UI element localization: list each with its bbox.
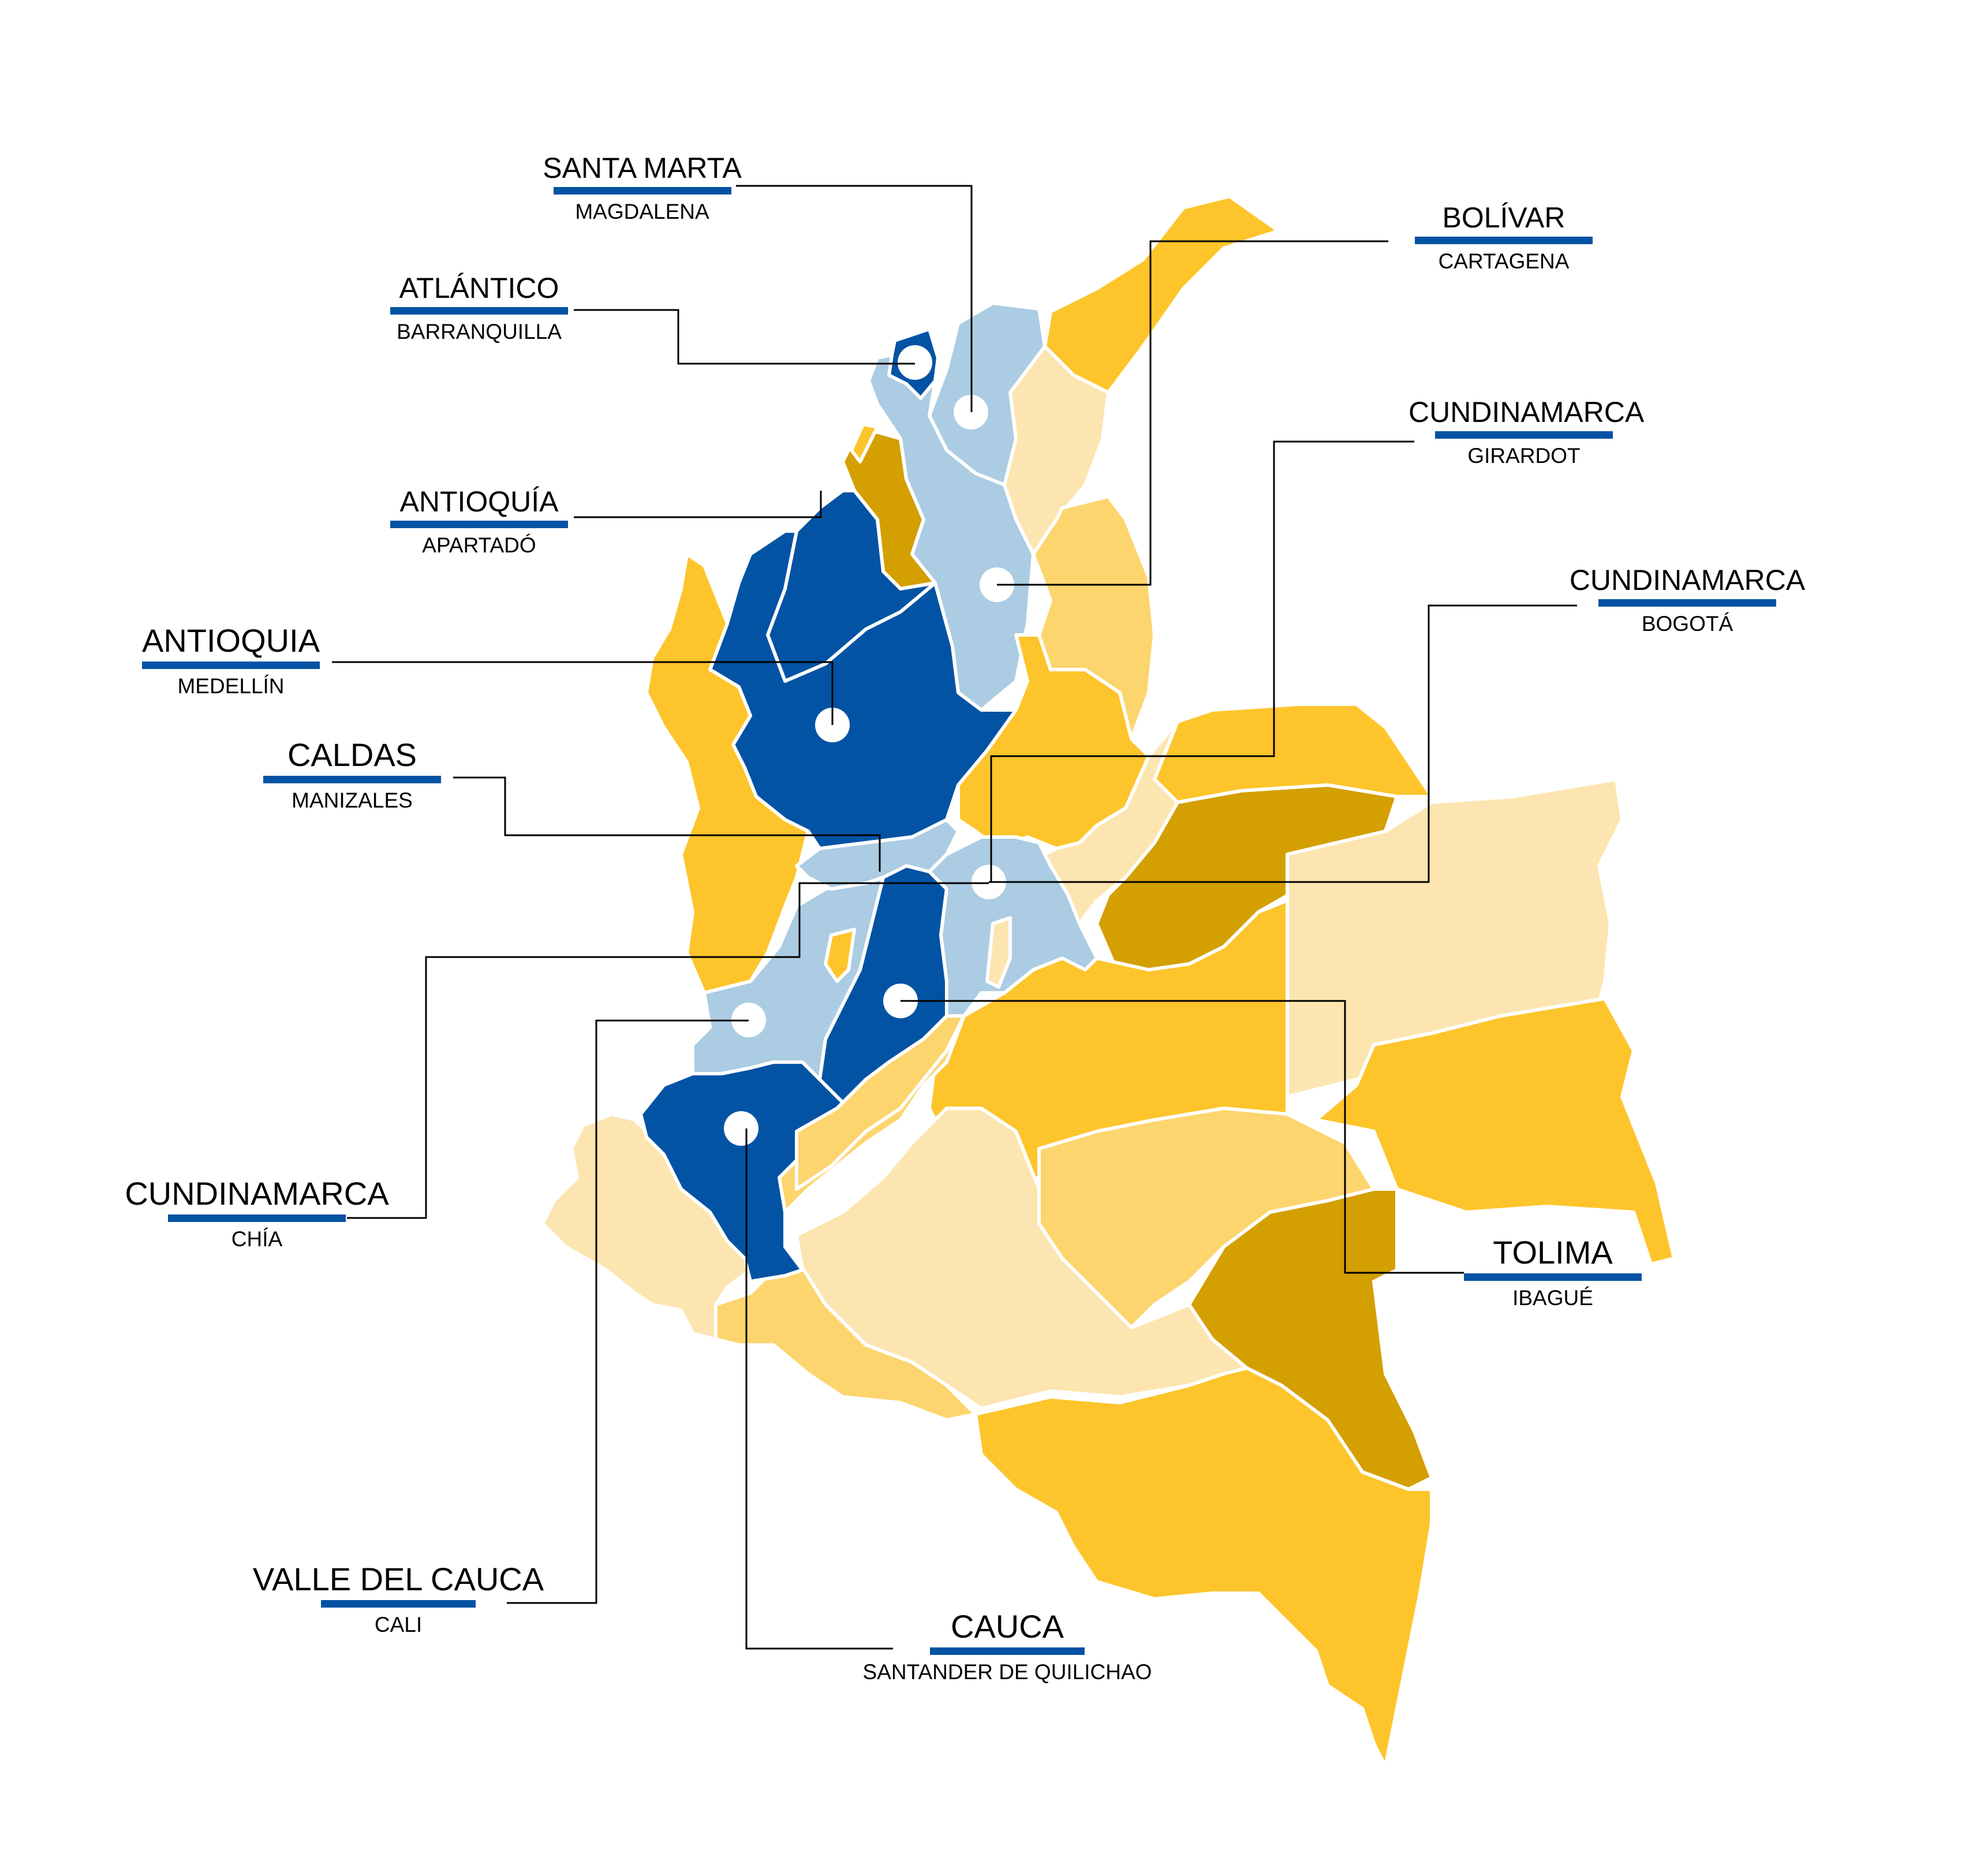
- city-name: GIRARDOT: [1467, 444, 1581, 468]
- label-underline: [1415, 237, 1593, 244]
- city-name: IBAGUÉ: [1512, 1286, 1593, 1310]
- city-name: CHÍA: [231, 1227, 283, 1251]
- region-choco: [645, 552, 810, 995]
- region-norte-santander: [1032, 495, 1156, 741]
- leader-cartagena: [997, 240, 1388, 586]
- marker-barranquilla[interactable]: [898, 345, 932, 380]
- label-underline: [390, 521, 568, 528]
- label-santa-marta: SANTA MARTA MAGDALENA: [543, 151, 742, 225]
- department-name: SANTA MARTA: [543, 152, 742, 184]
- leader-cali: [507, 1019, 749, 1604]
- region-amazonas: [974, 1366, 1433, 1768]
- department-name: CUNDINAMARCA: [1569, 564, 1806, 596]
- department-name: CUNDINAMARCA: [1408, 396, 1645, 428]
- label-underline: [1435, 431, 1613, 439]
- city-name: CARTAGENA: [1438, 249, 1570, 273]
- leader-atlantico: [574, 309, 915, 365]
- label-underline: [142, 662, 320, 669]
- region-cauca-east: [795, 1014, 966, 1191]
- label-underline: [930, 1647, 1085, 1655]
- leader-manizales: [453, 776, 881, 872]
- department-name: TOLIMA: [1493, 1234, 1613, 1270]
- label-underline: [1464, 1273, 1642, 1281]
- region-sucre-north: [850, 423, 879, 464]
- label-cundinamarca-girardot: CUNDINAMARCA GIRARDOT: [1408, 395, 1645, 469]
- department-name: CALDAS: [287, 737, 417, 773]
- label-cundinamarca-bogota: CUNDINAMARCA BOGOTÁ: [1569, 563, 1806, 637]
- department-name: BOLÍVAR: [1442, 201, 1566, 234]
- department-name: ATLÁNTICO: [399, 272, 559, 304]
- region-guainia: [1314, 997, 1676, 1266]
- label-underline: [263, 776, 441, 783]
- label-bolivar: BOLÍVAR CARTAGENA: [1408, 201, 1599, 274]
- leader-apartado: [574, 491, 822, 518]
- label-atlantico: ATLÁNTICO BARRANQUILLA: [384, 271, 574, 345]
- leader-quilichao: [745, 1128, 893, 1650]
- region-caldas: [795, 818, 960, 891]
- label-underline: [168, 1214, 346, 1222]
- label-underline: [553, 187, 731, 195]
- label-cundinamarca-chia: CUNDINAMARCA CHÍA: [124, 1175, 390, 1252]
- leader-lines: [332, 185, 1577, 1650]
- leader-santa-marta: [736, 185, 973, 412]
- department-name: ANTIOQUÍA: [399, 485, 559, 518]
- city-name: MAGDALENA: [575, 200, 709, 223]
- city-name: BARRANQUILLA: [397, 320, 562, 343]
- city-name: SANTANDER DE QUILICHAO: [862, 1660, 1152, 1684]
- label-underline: [390, 307, 568, 315]
- department-name: CAUCA: [950, 1608, 1064, 1645]
- leader-medellin: [332, 661, 834, 725]
- label-cauca: CAUCA SANTANDER DE QUILICHAO: [831, 1608, 1183, 1685]
- label-underline: [321, 1600, 476, 1608]
- leader-bogota: [989, 604, 1577, 883]
- city-name: BOGOTÁ: [1641, 612, 1733, 636]
- label-antioquia-medellin: ANTIOQUIA MEDELLÍN: [136, 622, 326, 699]
- leader-chia: [347, 882, 989, 1219]
- label-tolima: TOLIMA IBAGUÉ: [1455, 1234, 1651, 1311]
- leader-ibague: [901, 1000, 1464, 1274]
- department-name: ANTIOQUIA: [141, 622, 320, 659]
- city-name: MANIZALES: [292, 788, 413, 812]
- label-caldas: CALDAS MANIZALES: [257, 737, 447, 813]
- marker-santander-quilichao[interactable]: [724, 1111, 759, 1146]
- city-name: CALI: [374, 1613, 423, 1636]
- leader-girardot: [990, 440, 1414, 882]
- department-name: VALLE DEL CAUCA: [252, 1561, 544, 1597]
- region-risaralda: [824, 928, 856, 983]
- label-underline: [1598, 599, 1776, 607]
- city-name: MEDELLÍN: [177, 674, 285, 698]
- label-valle-del-cauca: VALLE DEL CAUCA CALI: [248, 1561, 548, 1638]
- department-name: CUNDINAMARCA: [125, 1175, 389, 1212]
- region-quindio: [985, 916, 1012, 989]
- region-la-guajira: [1043, 195, 1280, 394]
- label-antioquia-apartado: ANTIOQUÍA APARTADÓ: [384, 485, 574, 558]
- city-name: APARTADÓ: [422, 533, 536, 557]
